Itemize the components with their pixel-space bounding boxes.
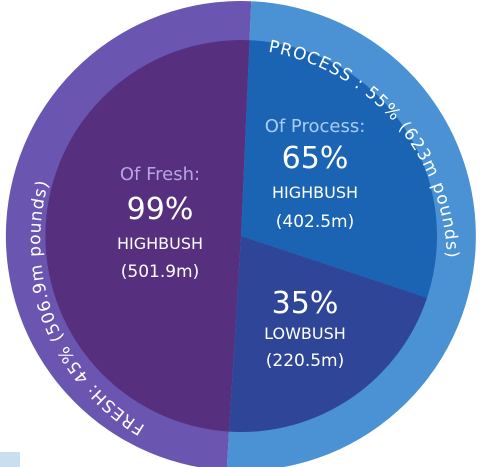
fresh-prefix-label: Of Fresh:	[120, 164, 200, 185]
process-highbush-value: (402.5m)	[276, 212, 355, 232]
inner-slice-process-highbush	[241, 40, 438, 298]
process-highbush-name: HIGHBUSH	[272, 183, 358, 202]
process-lowbush-value: (220.5m)	[266, 351, 345, 371]
process-lowbush-name: LOWBUSH	[264, 324, 346, 343]
fresh-highbush-percent: 99%	[127, 192, 194, 227]
process-lowbush-percent: 35%	[272, 286, 339, 321]
process-prefix-label: Of Process:	[265, 116, 366, 137]
inner-slice-fresh-highbush	[45, 40, 250, 432]
fresh-highbush-name: HIGHBUSH	[117, 234, 203, 253]
inner-slice-process-lowbush	[229, 236, 427, 432]
fresh-highbush-value: (501.9m)	[121, 262, 200, 282]
process-highbush-percent: 65%	[282, 141, 349, 176]
corner-mark	[0, 452, 20, 467]
